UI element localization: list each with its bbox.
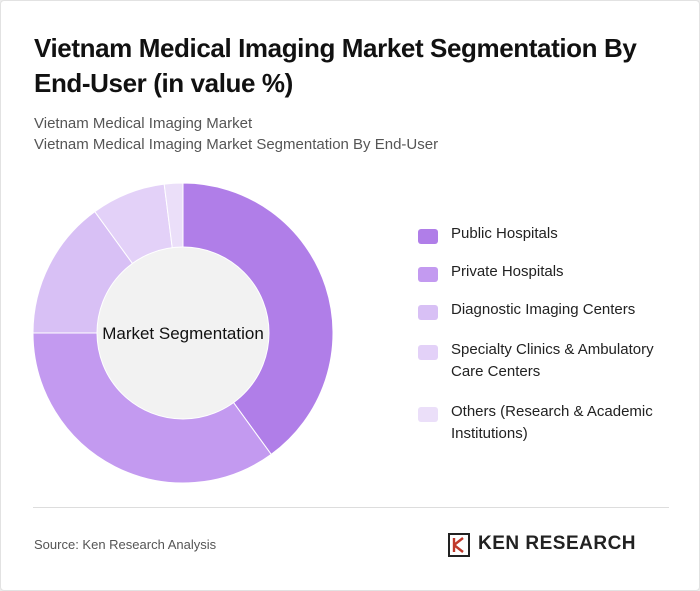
donut-center xyxy=(96,246,270,420)
chart-subtitle-segmentation: Vietnam Medical Imaging Market Segmentat… xyxy=(34,136,439,153)
ken-research-logo-text: KEN RESEARCH xyxy=(478,533,637,554)
ken-research-logo-mark xyxy=(448,533,470,557)
legend-swatch-3 xyxy=(418,305,438,320)
legend-label-4: Specialty Clinics & Ambulatory Care Cente… xyxy=(451,341,654,380)
chart-title: Vietnam Medical Imaging Market Segmentat… xyxy=(34,33,637,98)
ken-research-logo: KEN RESEARCH xyxy=(448,529,673,561)
chart-subtitle-market: Vietnam Medical Imaging Market xyxy=(34,115,253,132)
legend-swatch-2 xyxy=(418,267,438,282)
legend-swatch-1 xyxy=(418,229,438,244)
legend-swatch-4 xyxy=(418,345,438,360)
legend-label-3: Diagnostic Imaging Centers xyxy=(451,301,636,318)
legend-swatch-5 xyxy=(418,407,438,422)
footer-divider xyxy=(33,507,669,508)
donut-center-label: Market Segmentation xyxy=(102,324,264,343)
legend-label-1: Public Hospitals xyxy=(451,225,558,242)
legend-label-5: Others (Research & Academic Institutions) xyxy=(451,403,653,442)
donut-chart: Market Segmentation xyxy=(32,182,334,484)
source-note: Source: Ken Research Analysis xyxy=(34,537,217,552)
legend-label-2: Private Hospitals xyxy=(451,263,564,280)
